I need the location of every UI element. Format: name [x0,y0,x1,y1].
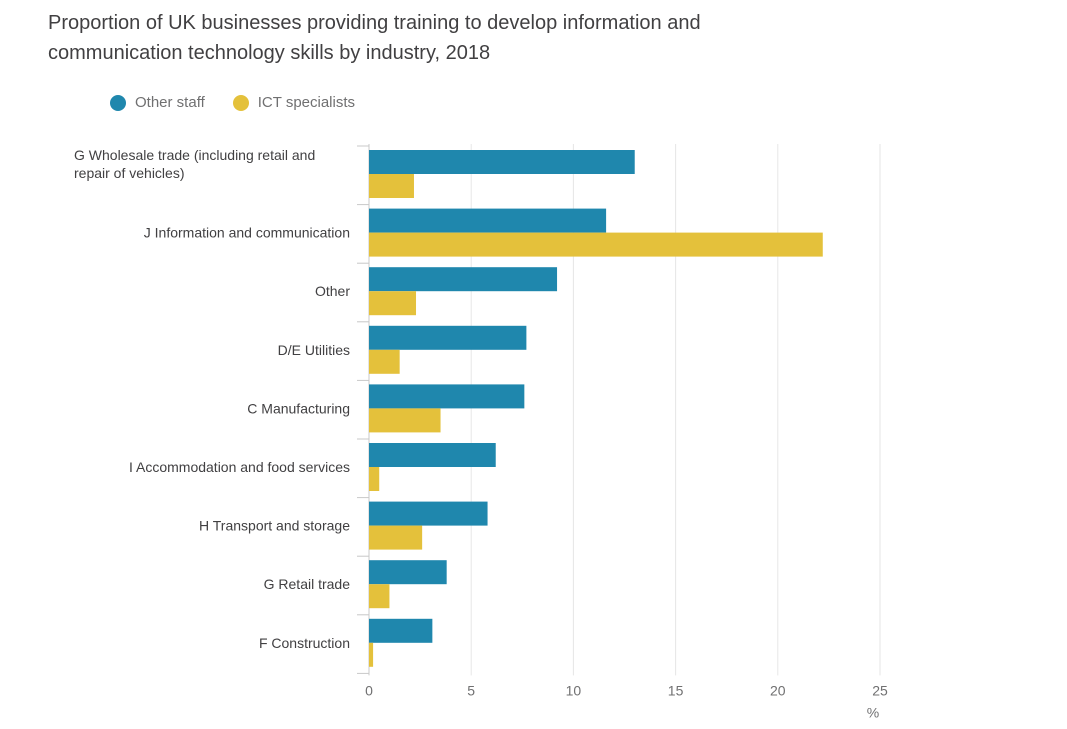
category-label: D/E Utilities [278,342,350,358]
legend-label-ict-specialists: ICT specialists [257,94,356,111]
chart-title: Proportion of UK businesses providing tr… [48,12,701,64]
bar-ict-specialists [369,174,414,198]
category-label: J Information and communication [144,225,350,241]
category-label: H Transport and storage [199,518,350,534]
bar-ict-specialists [369,584,390,609]
category-label: F Construction [259,635,350,651]
x-tick-label: 25 [872,682,888,698]
bar-ict-specialists [369,232,823,257]
bar-other-staff [369,384,525,409]
bar-ict-specialists [369,349,400,374]
bar-other-staff [369,618,433,643]
bar-other-staff [369,208,607,233]
category-label: G Retail trade [264,576,351,592]
category-label: repair of vehicles) [74,165,185,181]
bar-other-staff [369,560,447,585]
x-tick-label: 15 [668,682,684,698]
category-label: C Manufacturing [247,400,350,416]
chart-legend: Other staff ICT specialists [110,94,383,111]
category-label: Other [315,283,350,299]
x-tick-label: 5 [467,682,475,698]
bar-ict-specialists [369,525,423,550]
category-label: I Accommodation and food services [129,459,350,475]
legend-dot-ict-specialists [232,94,249,111]
bar-other-staff [369,325,527,350]
bar-other-staff [369,267,558,292]
bar-ict-specialists [369,467,380,491]
x-axis-label: % [867,704,879,720]
x-tick-label: 0 [365,682,373,698]
bar-ict-specialists [369,291,417,316]
legend-item-other-staff: Other staff [110,94,205,111]
bar-other-staff [369,443,496,467]
legend-dot-other-staff [110,94,126,111]
legend-label-other-staff: Other staff [135,94,205,111]
x-tick-label: 20 [770,682,786,698]
legend-item-ict-specialists: ICT specialists [232,94,356,111]
bar-other-staff [369,150,635,174]
bar-ict-specialists [369,642,374,667]
bar-other-staff [369,501,488,526]
category-label: G Wholesale trade (including retail and [74,147,315,163]
x-tick-label: 10 [566,682,582,698]
bar-ict-specialists [369,408,441,433]
